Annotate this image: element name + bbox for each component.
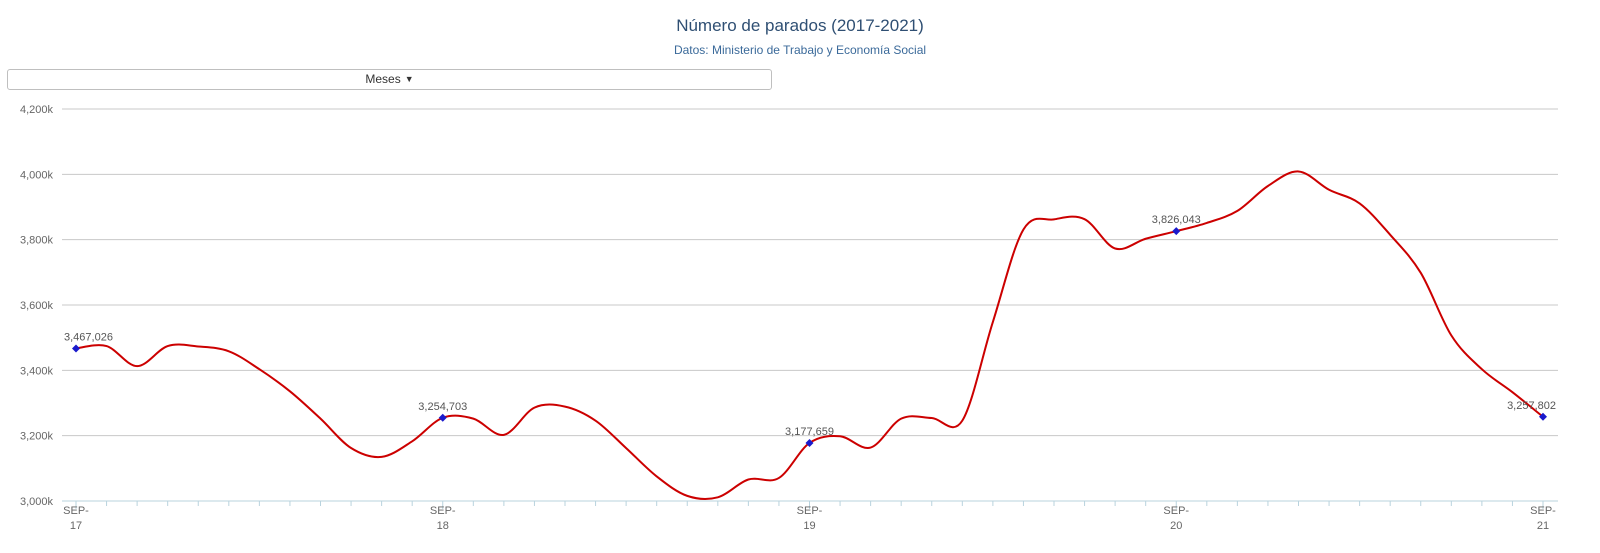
y-tick-label: 3,800k bbox=[20, 235, 54, 247]
grid-lines bbox=[62, 108, 1558, 437]
data-markers bbox=[72, 227, 1547, 447]
series-line-layer bbox=[75, 170, 1544, 500]
data-label: 3,826,043 bbox=[1152, 214, 1201, 226]
data-point-marker bbox=[805, 438, 814, 447]
data-point-marker bbox=[438, 413, 447, 422]
data-label: 3,467,026 bbox=[64, 331, 113, 343]
data-point-marker bbox=[1539, 412, 1547, 421]
x-tick-label-month: SEP- bbox=[1530, 505, 1556, 517]
chart-subtitle: Datos: Ministerio de Trabajo y Economía … bbox=[673, 43, 927, 57]
data-point-marker bbox=[1172, 227, 1181, 236]
y-tick-label: 4,200k bbox=[20, 104, 54, 116]
x-tick-label-year: 19 bbox=[803, 520, 815, 532]
x-tick-label-year: 17 bbox=[70, 520, 82, 532]
x-tick-label-year: 20 bbox=[1170, 520, 1182, 532]
data-point-marker bbox=[72, 344, 80, 353]
y-tick-label: 3,000k bbox=[20, 496, 54, 508]
y-tick-label: 3,400k bbox=[20, 365, 54, 377]
data-labels: 3,467,026 3,254,703 3,177,659 3,826,043 3,25… bbox=[64, 214, 1556, 438]
x-tick-label-year: 18 bbox=[437, 520, 449, 532]
y-tick-label: 4,000k bbox=[20, 169, 54, 181]
data-label: 3,177,659 bbox=[785, 426, 834, 438]
x-tick-label-month: SEP- bbox=[430, 505, 456, 517]
x-axis-labels: SEP- 17 SEP- 18 SEP- 19 SEP- 20 SEP- 21 bbox=[63, 505, 1556, 532]
period-selector-label: Meses bbox=[365, 72, 401, 86]
series-line bbox=[75, 170, 1544, 500]
data-label: 3,257,802 bbox=[1507, 400, 1556, 412]
y-axis-labels: 3,000k 3,200k 3,400k 3,600k 3,800k 4,000k 4,20… bbox=[20, 104, 54, 508]
x-tick-label-month: SEP- bbox=[63, 505, 89, 517]
x-tick-label-month: SEP- bbox=[1163, 505, 1189, 517]
data-label: 3,254,703 bbox=[418, 401, 467, 413]
period-selector-button[interactable]: Meses ▼ bbox=[7, 69, 772, 90]
chart-title: Número de parados (2017-2021) bbox=[676, 16, 924, 35]
y-tick-label: 3,200k bbox=[20, 431, 54, 443]
caret-down-icon: ▼ bbox=[404, 74, 414, 84]
x-axis bbox=[62, 500, 1558, 509]
x-tick-label-year: 21 bbox=[1537, 520, 1549, 532]
y-tick-label: 3,600k bbox=[20, 300, 54, 312]
x-tick-label-month: SEP- bbox=[797, 505, 823, 517]
